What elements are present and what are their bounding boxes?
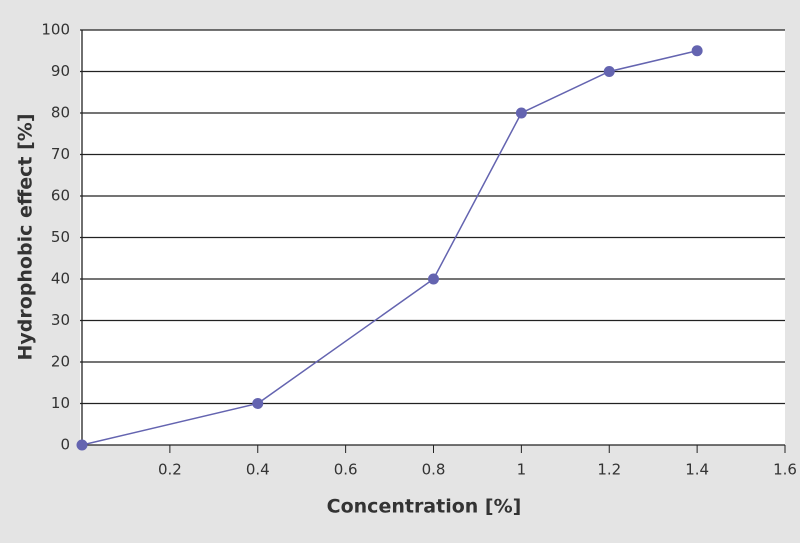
data-point	[252, 398, 264, 409]
x-tick-label: 0.4	[246, 461, 270, 479]
y-axis-title: Hydrophobic effect [%]	[15, 113, 37, 360]
x-tick-label: 0.6	[334, 461, 358, 479]
y-tick-label: 0	[60, 436, 70, 454]
data-point	[76, 439, 88, 451]
y-tick-label: 90	[51, 62, 70, 80]
y-tick-label: 50	[51, 228, 70, 246]
data-point	[428, 273, 439, 285]
y-tick-label: 10	[51, 394, 70, 412]
y-tick-label: 100	[41, 21, 70, 39]
x-tick-label: 0.2	[158, 461, 182, 479]
x-tick-label: 1.4	[685, 461, 709, 479]
y-tick-label: 60	[51, 187, 70, 205]
data-point	[603, 66, 615, 77]
x-axis-title: Concentration [%]	[327, 496, 522, 518]
y-tick-label: 80	[51, 104, 70, 122]
x-tick-label: 1.2	[597, 461, 621, 479]
y-tick-label: 20	[51, 353, 70, 371]
data-point	[515, 107, 527, 119]
data-point	[691, 45, 703, 57]
x-tick-label: 1.6	[773, 461, 797, 479]
x-tick-label: 0.8	[422, 461, 446, 479]
x-tick-label: 1	[517, 461, 527, 479]
y-tick-label: 30	[51, 311, 70, 329]
y-tick-label: 70	[51, 145, 70, 163]
y-tick-label: 40	[51, 270, 70, 288]
series-line	[81, 50, 698, 446]
